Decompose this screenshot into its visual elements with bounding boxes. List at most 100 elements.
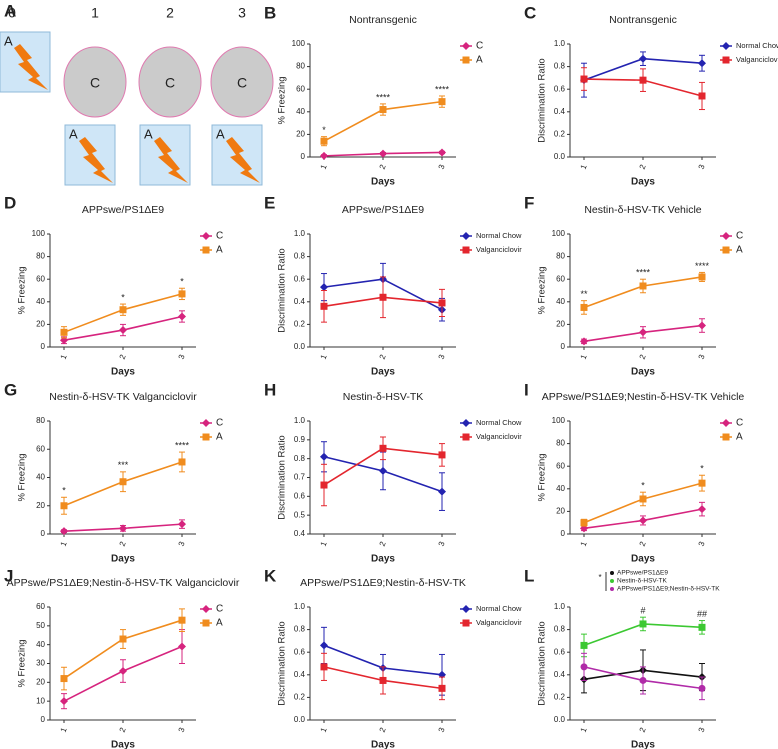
x-tick-label: 3 [697,726,707,734]
chart-title: Nestin-δ-HSV-TK Vehicle [584,204,701,216]
y-tick-label: 60 [36,602,45,611]
day-label: 0 [8,5,16,21]
legend-label: Valganciclovir [476,245,522,254]
y-tick-label: 30 [36,659,45,668]
x-tick-label: 1 [579,353,589,361]
data-point [639,516,647,525]
data-point [178,642,186,651]
data-point [320,663,328,671]
chart-title: Nestin-δ-HSV-TK Valganciclovir [49,391,197,403]
data-point [119,306,127,314]
x-tick-label: 3 [437,163,447,171]
shock-context-label: A [4,33,13,48]
neutral-context [63,46,127,118]
legend-label: Normal Chow [476,418,522,427]
legend-label: APPswe/PS1ΔE9 [617,570,668,577]
y-tick-label: 0.2 [294,693,306,702]
y-tick-label: 100 [552,229,566,238]
data-point [320,302,328,310]
data-point [379,444,387,452]
x-axis-label: Days [111,367,135,378]
legend-marker [202,619,210,627]
y-tick-label: 0.6 [294,491,306,500]
legend-label: C [216,604,223,615]
chart-title: APPswe/PS1ΔE9;Nestin-δ-HSV-TK [300,577,466,589]
x-tick-label: 2 [638,353,648,361]
legend-label: C [736,231,743,242]
y-tick-label: 60 [36,274,45,283]
panel-letter: L [524,566,534,585]
x-axis-label: Days [111,554,135,565]
significance-label: * [641,481,645,491]
data-point [60,328,68,336]
data-point [320,481,328,489]
chart-title: APPswe/PS1ΔE9;Nestin-δ-HSV-TK Vehicle [542,391,745,403]
significance-label: ## [697,609,707,619]
legend-label: C [216,418,223,429]
legend-marker [462,619,470,627]
data-point [438,684,446,692]
x-axis-label: Days [371,367,395,378]
panel-letter: B [264,3,276,22]
x-tick-label: 3 [697,163,707,171]
data-point [639,282,647,290]
y-tick-label: 0.0 [554,152,566,161]
significance-label: # [640,606,645,616]
y-tick-label: 0 [41,529,46,538]
y-tick-label: 60 [36,444,45,453]
panel-letter: H [264,380,276,399]
y-tick-label: 0.6 [554,84,566,93]
y-tick-label: 0.4 [294,670,306,679]
y-tick-label: 40 [556,297,565,306]
legend-marker [722,246,730,254]
data-point [438,299,446,307]
y-tick-label: 20 [556,320,565,329]
significance-label: **** [435,84,450,94]
y-tick-label: 0.6 [294,647,306,656]
data-point [320,641,328,650]
x-tick-label: 1 [579,163,589,171]
data-point [580,641,588,649]
panel-letter: I [524,380,529,399]
y-tick-label: 0.4 [294,297,306,306]
panel-letter: E [264,193,275,212]
day-label: 3 [238,5,246,21]
data-point [379,106,387,114]
data-point [119,478,127,486]
legend-label: A [736,245,743,256]
bracket-label: * [598,573,601,582]
chart-title: APPswe/PS1ΔE9 [82,204,164,216]
y-axis-label: Discrimination Ratio [277,248,288,332]
y-tick-label: 20 [36,677,45,686]
significance-label: **** [636,268,651,278]
significance-label: * [180,277,184,287]
x-tick-label: 2 [378,540,388,548]
y-axis-label: % Freezing [17,266,28,314]
y-tick-label: 0.4 [554,670,566,679]
y-axis-label: % Freezing [17,639,28,687]
data-point [580,75,588,83]
y-tick-label: 40 [556,484,565,493]
significance-label: * [322,125,326,135]
y-axis-label: % Freezing [17,453,28,501]
x-axis-label: Days [111,740,135,749]
data-point [119,524,127,533]
data-point [698,273,706,281]
data-point [60,697,68,706]
data-point [60,527,68,536]
y-tick-label: 60 [556,461,565,470]
x-tick-label: 1 [579,726,589,734]
data-point [379,149,387,158]
data-point [438,98,446,106]
data-point [320,283,328,292]
legend-marker [462,419,470,427]
y-axis-label: % Freezing [537,266,548,314]
data-point [438,451,446,459]
legend-label: A [736,432,743,443]
data-point [698,321,706,330]
y-tick-label: 0 [561,342,566,351]
data-point [580,303,588,311]
legend-marker [462,605,470,613]
y-tick-label: 1.0 [294,416,306,425]
